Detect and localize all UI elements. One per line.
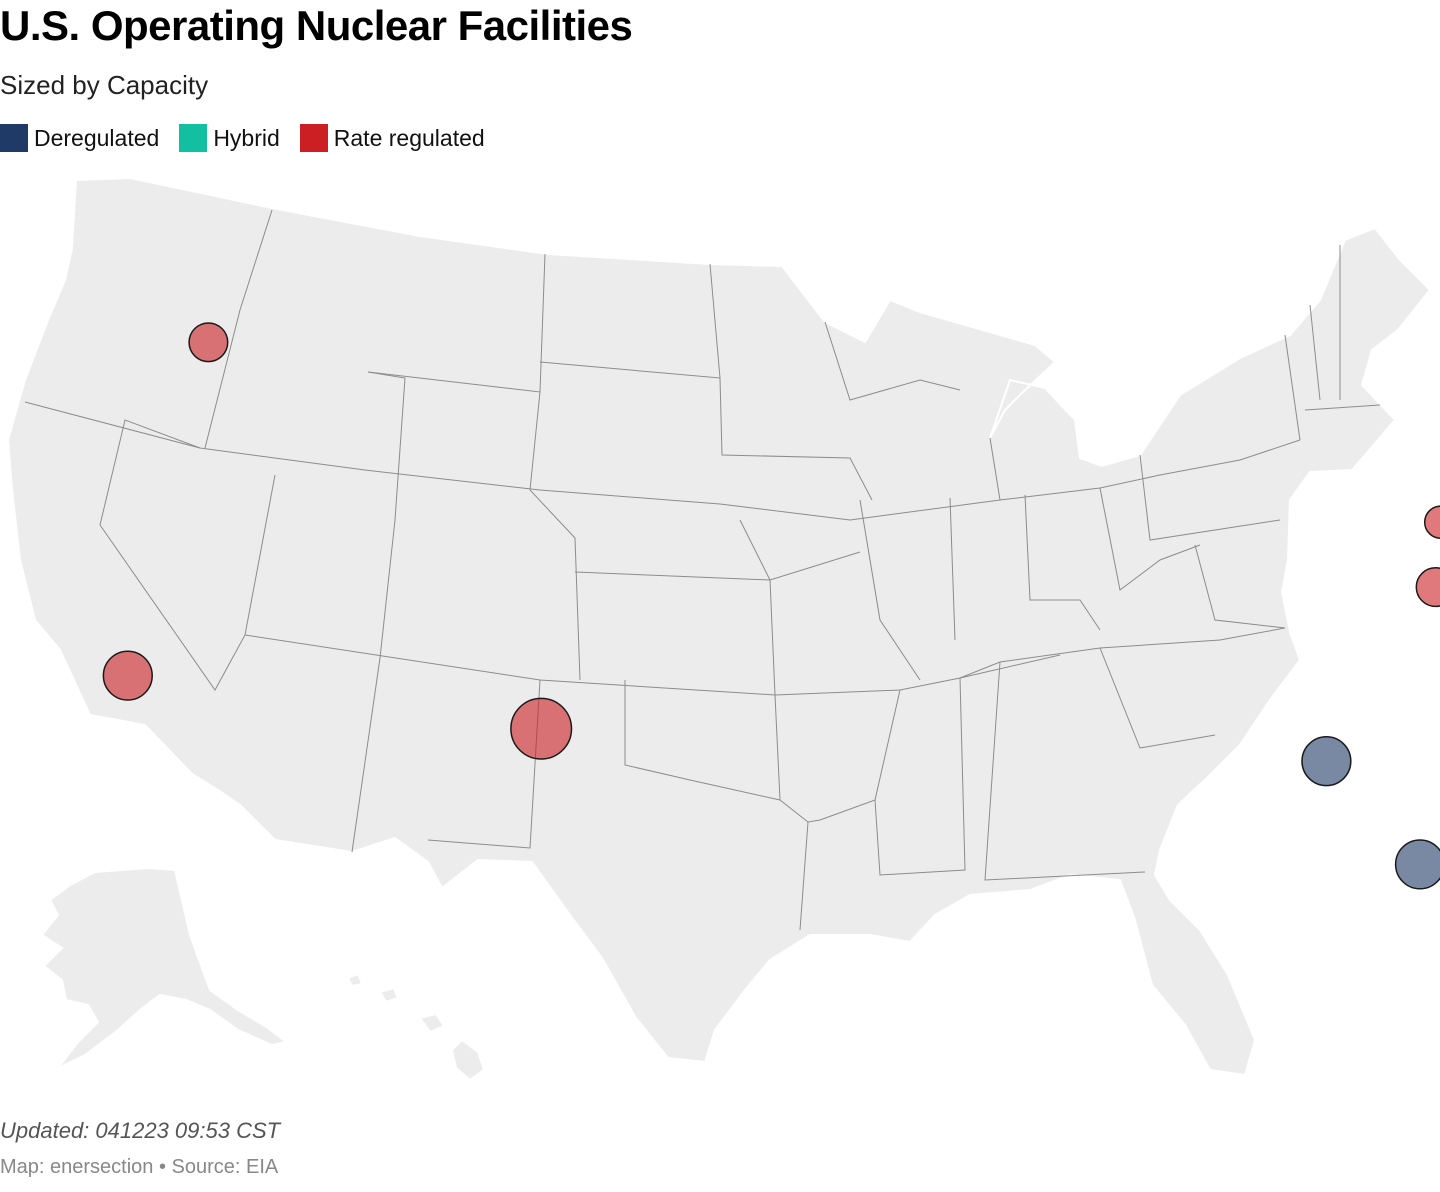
legend-label-rate-regulated: Rate regulated bbox=[333, 124, 485, 151]
source-credit: Map: enersection • Source: EIA bbox=[0, 1156, 279, 1178]
legend-item-rate-regulated[interactable]: Rate regulated bbox=[299, 124, 485, 152]
hawaii-big-island bbox=[450, 1038, 486, 1082]
state-borders bbox=[24, 209, 1381, 931]
map-subtitle: Sized by Capacity bbox=[0, 70, 209, 100]
legend-item-deregulated[interactable]: Deregulated bbox=[0, 124, 159, 152]
facility-bubble-deregulated[interactable] bbox=[1394, 839, 1440, 890]
alaska-shape bbox=[40, 866, 289, 1069]
facility-bubble-rate-regulated[interactable] bbox=[1423, 505, 1440, 540]
hawaii-maui bbox=[418, 1012, 446, 1034]
legend-swatch-deregulated bbox=[0, 124, 28, 152]
updated-timestamp: Updated: 041223 09:53 CST bbox=[0, 1118, 281, 1143]
hawaii-oahu bbox=[378, 986, 400, 1004]
contiguous-us-shape bbox=[6, 176, 1432, 1077]
land-layer bbox=[6, 176, 1432, 1082]
legend-item-hybrid[interactable]: Hybrid bbox=[179, 124, 280, 152]
legend-swatch-hybrid bbox=[179, 124, 208, 152]
hawaii-kauai bbox=[346, 972, 364, 988]
facility-bubble-rate-regulated[interactable] bbox=[188, 322, 229, 363]
legend: Deregulated Hybrid Rate regulated bbox=[0, 124, 505, 152]
facility-bubble-rate-regulated[interactable] bbox=[1415, 567, 1440, 608]
facility-bubble-deregulated[interactable] bbox=[1301, 736, 1352, 787]
legend-label-deregulated: Deregulated bbox=[34, 124, 160, 151]
legend-label-hybrid: Hybrid bbox=[213, 124, 280, 151]
map-title: U.S. Operating Nuclear Facilities bbox=[0, 2, 633, 49]
facility-bubble-rate-regulated[interactable] bbox=[510, 697, 573, 760]
legend-swatch-rate-regulated bbox=[299, 124, 328, 152]
us-map[interactable] bbox=[0, 170, 1440, 1090]
facility-bubbles bbox=[102, 322, 1440, 890]
facility-bubble-rate-regulated[interactable] bbox=[102, 650, 153, 701]
